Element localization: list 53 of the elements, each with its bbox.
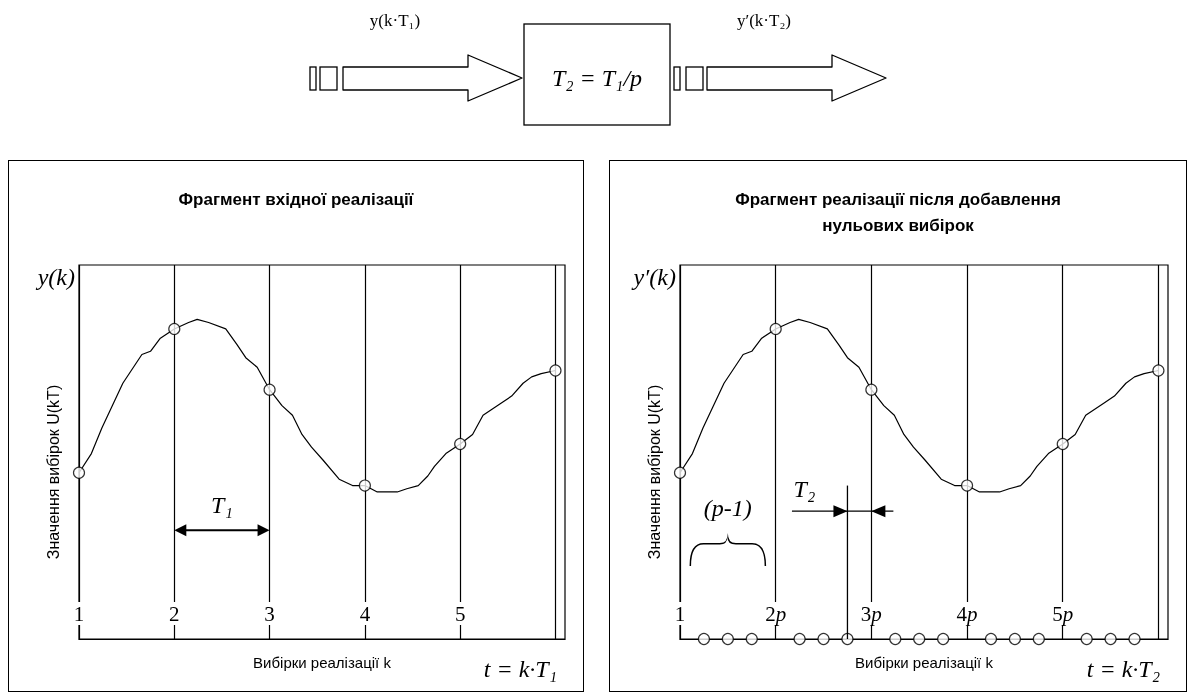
x-tick-label: 4	[359, 601, 371, 626]
chart-title: Фрагмент вхідної реалізації	[178, 189, 415, 209]
point	[889, 632, 902, 646]
point	[1104, 632, 1117, 646]
x-tick-label: 1	[73, 601, 85, 626]
x-tick-label: 2p	[765, 601, 787, 626]
x-tick-label: 4p	[956, 601, 978, 626]
point	[817, 632, 830, 646]
point	[865, 383, 878, 396]
x-tick-label: 3	[264, 601, 275, 626]
point	[841, 632, 854, 646]
point	[721, 632, 734, 646]
point	[358, 479, 371, 492]
point	[1032, 632, 1045, 646]
annotation: (p-1)	[703, 494, 752, 521]
point	[168, 322, 181, 336]
x-tick-label: 3p	[860, 601, 882, 626]
y-axis-title: Значення вибірок U(kT)	[44, 384, 62, 560]
point	[769, 322, 782, 336]
text: y′(k·T₂)	[736, 11, 792, 30]
point	[913, 632, 926, 646]
point	[793, 632, 806, 646]
point	[549, 364, 562, 377]
x-tick-label: 2	[169, 601, 180, 626]
text: y′(k)	[631, 264, 676, 290]
text: T₂ = T₁/p	[551, 65, 643, 91]
point	[1128, 632, 1141, 646]
point	[1152, 364, 1165, 377]
point	[72, 466, 86, 479]
x-axis-title: Вибірки реалізації k	[253, 654, 392, 671]
y-axis-title: Значення вибірок U(kT)	[645, 384, 663, 560]
point	[745, 632, 758, 646]
chart-title: Фрагмент реалізації після добавлення нульових вибірок	[735, 189, 1061, 235]
annotation: T₂	[793, 475, 816, 502]
x-tick-label: 5	[454, 601, 466, 626]
text: t = k·T₁	[483, 656, 557, 682]
point	[1008, 632, 1021, 646]
x-tick-label: 5p	[1052, 601, 1074, 626]
annotation: T₁	[211, 491, 233, 518]
point	[454, 437, 467, 451]
text: y(k·T₁)	[369, 11, 421, 30]
point	[263, 383, 276, 396]
x-axis-title: Вибірки реалізації k	[855, 654, 994, 671]
point	[697, 632, 711, 646]
text: y(k)	[35, 264, 75, 290]
point	[673, 466, 687, 479]
point	[1080, 632, 1093, 646]
x-tick-label: 1	[674, 601, 686, 626]
point	[937, 632, 950, 646]
point	[1056, 437, 1069, 451]
point	[960, 479, 974, 492]
text: t = k·T₂	[1086, 656, 1160, 682]
point	[984, 632, 998, 646]
